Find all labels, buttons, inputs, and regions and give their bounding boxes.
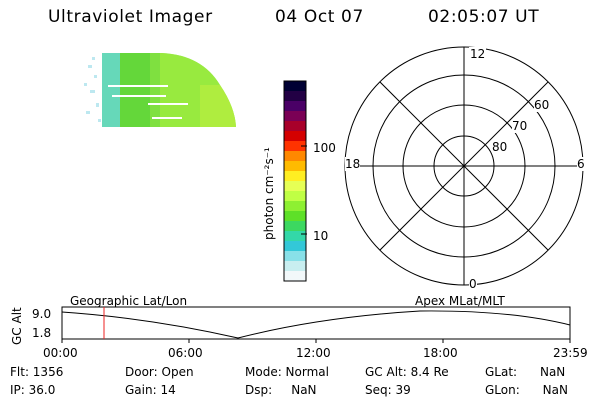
- altitude-tick-bottom: 1.8: [32, 326, 52, 340]
- lat-label-80: 80: [492, 140, 508, 154]
- time-label: 02:05:07 UT: [428, 7, 540, 27]
- colorbar-unit-label: photon cm⁻²s⁻¹: [262, 147, 276, 240]
- colorbar-segment: [284, 101, 306, 112]
- time-tick-1200: 12:00: [296, 346, 331, 360]
- timeline-left-label: Geographic Lat/Lon: [70, 294, 188, 308]
- mlt-label-6: 6: [577, 157, 585, 171]
- colorbar-segment: [284, 191, 306, 202]
- time-tick-2359: 23:59: [553, 346, 588, 360]
- mlt-label-0: 0: [469, 277, 477, 291]
- colorbar-tick-10: 10: [313, 229, 329, 243]
- mlt-label-12: 12: [469, 47, 487, 61]
- ip-value: IP: 36.0: [10, 383, 56, 397]
- colorbar-segment: [284, 241, 306, 252]
- colorbar-segment: [284, 91, 306, 102]
- time-tick-0000: 00:00: [43, 346, 78, 360]
- colorbar-segment: [284, 171, 306, 182]
- colorbar-segment: [284, 231, 306, 242]
- colorbar-segment: [284, 181, 306, 192]
- colorbar-segment: [284, 121, 306, 132]
- door-status: Door: Open: [125, 365, 194, 379]
- colorbar-segment: [284, 151, 306, 162]
- time-tick-1800: 18:00: [423, 346, 458, 360]
- flight-number: Flt: 1356: [10, 365, 64, 379]
- time-tick-0600: 06:00: [168, 346, 203, 360]
- mlt-label-18: 18: [345, 157, 361, 171]
- colorbar-segment: [284, 141, 306, 152]
- lat-label-70: 70: [512, 119, 528, 133]
- geographic-longitude: GLon: NaN: [485, 383, 568, 397]
- colorbar-segment: [284, 131, 306, 142]
- auroral-image: [84, 53, 236, 127]
- date-label: 04 Oct 07: [275, 7, 364, 27]
- sequence-number: Seq: 39: [365, 383, 411, 397]
- colorbar-segment: [284, 161, 306, 172]
- colorbar-segment: [284, 201, 306, 212]
- colorbar-segment: [284, 251, 306, 262]
- colorbar-tick-100: 100: [313, 141, 336, 155]
- colorbar-segment: [284, 111, 306, 122]
- altitude-tick-top: 9.0: [32, 307, 52, 321]
- geographic-latitude: GLat: NaN: [485, 365, 566, 379]
- gain-value: Gain: 14: [125, 383, 176, 397]
- lat-label-60: 60: [534, 98, 550, 112]
- dsp-value: Dsp: NaN: [245, 383, 317, 397]
- gc-altitude: GC Alt: 8.4 Re: [365, 365, 449, 379]
- colorbar-segment: [284, 271, 306, 282]
- colorbar-border: [283, 80, 307, 282]
- altitude-axis-label: GC Alt: [10, 307, 24, 345]
- colorbar-segment: [284, 81, 306, 92]
- colorbar-segment: [284, 221, 306, 232]
- altitude-timeline: [61, 306, 571, 343]
- colorbar-segment: [284, 261, 306, 272]
- timeline-right-label: Apex MLat/MLT: [415, 294, 505, 308]
- polar-plot: [344, 46, 584, 286]
- mode-value: Mode: Normal: [245, 365, 329, 379]
- color-bar: [283, 80, 307, 282]
- colorbar-segment: [284, 211, 306, 222]
- app-title: Ultraviolet Imager: [48, 7, 213, 27]
